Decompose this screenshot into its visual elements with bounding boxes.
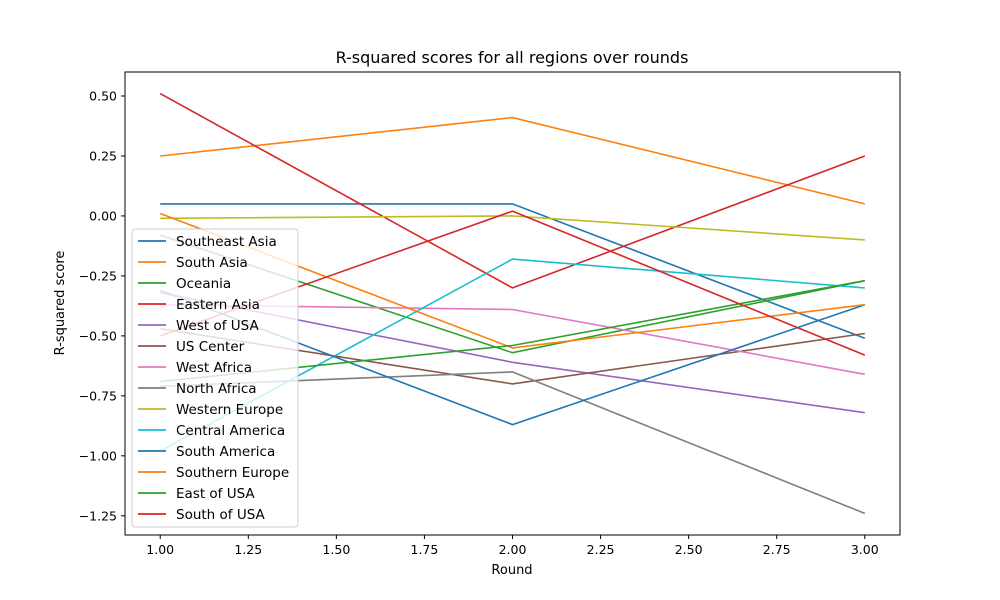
y-tick-label: 0.00 bbox=[89, 208, 117, 223]
legend-label: East of USA bbox=[176, 486, 255, 502]
series-line-8 bbox=[160, 215, 865, 241]
x-tick-label: 1.25 bbox=[234, 542, 262, 557]
legend-label: West Africa bbox=[176, 360, 252, 376]
x-tick-label: 1.00 bbox=[146, 542, 174, 557]
x-axis-ticks: 1.00 1.25 1.50 1.75 2.00 2.25 2.50 2.75 3.00 bbox=[146, 535, 879, 557]
y-tick-label: −0.75 bbox=[79, 388, 117, 403]
series-line-1 bbox=[160, 116, 865, 205]
x-tick-label: 1.75 bbox=[411, 542, 439, 557]
x-tick-label: 3.00 bbox=[851, 542, 879, 557]
series-line-0 bbox=[160, 203, 866, 340]
x-tick-label: 2.75 bbox=[763, 542, 791, 557]
x-tick-label: 2.50 bbox=[675, 542, 703, 557]
y-axis-label: R-squared score bbox=[53, 251, 68, 356]
y-axis-ticks: 0.50 0.25 0.00 −0.25 −0.50 −0.75 −1.00 −1.25 bbox=[79, 88, 125, 523]
legend-box bbox=[131, 228, 299, 528]
y-tick-label: −1.00 bbox=[79, 448, 117, 463]
legend-label: Southeast Asia bbox=[176, 234, 277, 250]
legend-label: Southern Europe bbox=[176, 465, 289, 481]
legend-label: South of USA bbox=[176, 507, 266, 523]
x-tick-label: 2.25 bbox=[587, 542, 615, 557]
legend-label: North Africa bbox=[176, 381, 257, 397]
x-tick-label: 1.50 bbox=[322, 542, 350, 557]
legend-label: US Center bbox=[176, 339, 245, 355]
y-tick-label: −1.25 bbox=[79, 508, 117, 523]
legend-label: South Asia bbox=[176, 255, 248, 271]
x-tick-label: 2.00 bbox=[499, 542, 527, 557]
legend-label: Oceania bbox=[176, 276, 231, 292]
chart-title: R-squared scores for all regions over ro… bbox=[336, 48, 689, 67]
legend-label: Central America bbox=[176, 423, 285, 439]
y-tick-label: −0.25 bbox=[79, 268, 117, 283]
x-axis-label: Round bbox=[491, 563, 532, 578]
series-line-3 bbox=[159, 92, 866, 289]
legend-label: Western Europe bbox=[176, 402, 283, 418]
y-tick-label: 0.25 bbox=[89, 148, 117, 163]
y-tick-label: 0.50 bbox=[89, 88, 117, 103]
legend-label: Eastern Asia bbox=[176, 297, 260, 313]
legend-label: South America bbox=[176, 444, 275, 460]
legend-label: West of USA bbox=[176, 318, 259, 334]
legend: Southeast Asia South Asia Oceania Eastern A… bbox=[131, 228, 299, 528]
y-tick-label: −0.50 bbox=[79, 328, 117, 343]
